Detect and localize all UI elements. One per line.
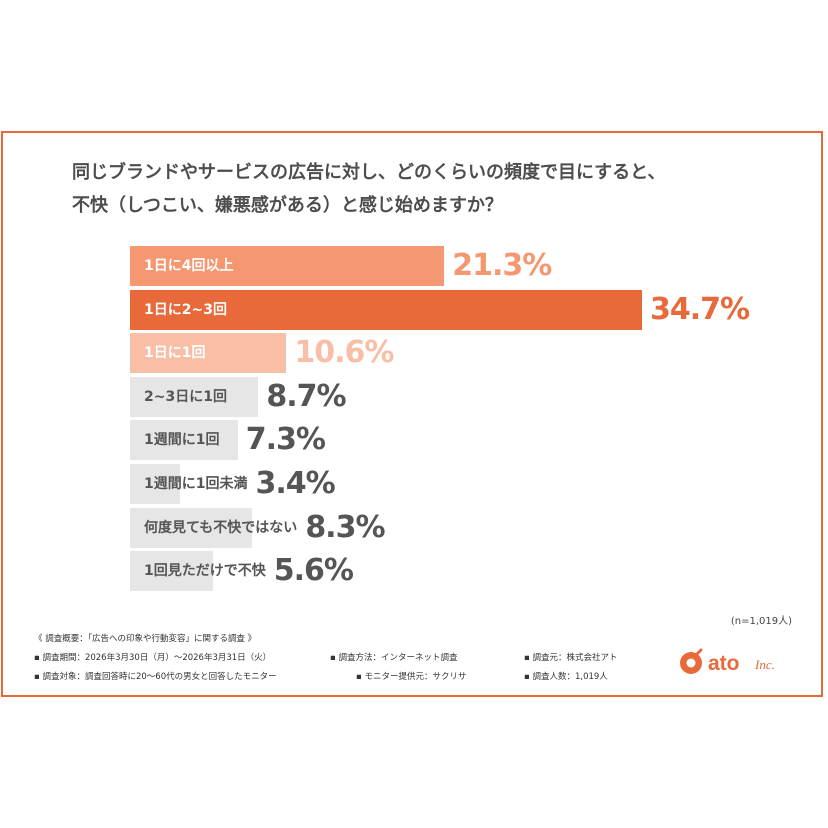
bar-value-label: 7.3% xyxy=(245,422,326,458)
footnote-organizer: ▪ 調査元：株式会社アト xyxy=(524,653,618,663)
logo-suffix: Inc. xyxy=(754,657,775,672)
footnote-provider: ▪ モニター提供元：サクリサ xyxy=(356,672,467,682)
bar-category-label: 1日に2~3回 xyxy=(144,301,227,318)
title-line-1: 同じブランドやサービスの広告に対し、どのくらいの頻度で目にすると、 xyxy=(72,162,666,183)
bar-value-label: 5.6% xyxy=(273,553,354,589)
bar-category-label: 1日に1回 xyxy=(144,345,206,362)
chart-title: 同じブランドやサービスの広告に対し、どのくらいの頻度で目にすると、 不快（しつこ… xyxy=(72,156,772,222)
sample-size: (n=1,019人) xyxy=(730,616,792,627)
bar-category-label: 1週間に1回 xyxy=(144,432,220,449)
footnote-target: ▪ 調査対象：調査回答時に20～60代の男女と回答したモニター xyxy=(34,672,277,682)
bar-category-label: 何度見ても不快ではない xyxy=(144,519,298,536)
bar xyxy=(130,246,445,286)
bar xyxy=(130,464,181,504)
bar-category-label: 1週間に1回未満 xyxy=(144,476,248,492)
bar-value-label: 10.6% xyxy=(294,335,394,371)
bar-value-label: 3.4% xyxy=(255,466,335,501)
bar-category-label: 2~3日に1回 xyxy=(144,388,227,405)
bar-value-label: 34.7% xyxy=(650,291,750,327)
bar xyxy=(130,289,642,330)
bar-value-label: 8.3% xyxy=(305,509,385,545)
footnote-method: ▪ 調査方法：インターネット調査 xyxy=(330,653,458,663)
footnote-period: ▪ 調査期間：2026年3月30日（月）～2026年3月31日（火） xyxy=(34,653,272,663)
bar xyxy=(130,333,287,374)
bar-value-label: 21.3% xyxy=(452,248,552,283)
bar xyxy=(130,376,259,417)
bar-value-label: 8.7% xyxy=(266,378,346,414)
ato-logo: ato Inc. xyxy=(680,648,775,675)
bar-category-label: 1日に4回以上 xyxy=(144,258,234,274)
bar xyxy=(130,507,253,548)
logo-text: ato xyxy=(708,652,740,675)
footnote-heading: 《 調査概要：「広告への印象や行動変容」に関する調査 》 xyxy=(34,634,257,644)
footnote-count: ▪ 調査人数：1,019人 xyxy=(524,672,608,682)
bar-category-label: 1回見ただけで不快 xyxy=(144,563,266,580)
title-line-2: 不快（しつこい、嫌悪感がある）と感じ始めますか？ xyxy=(72,195,503,216)
bar xyxy=(130,551,213,592)
bar xyxy=(130,420,238,461)
